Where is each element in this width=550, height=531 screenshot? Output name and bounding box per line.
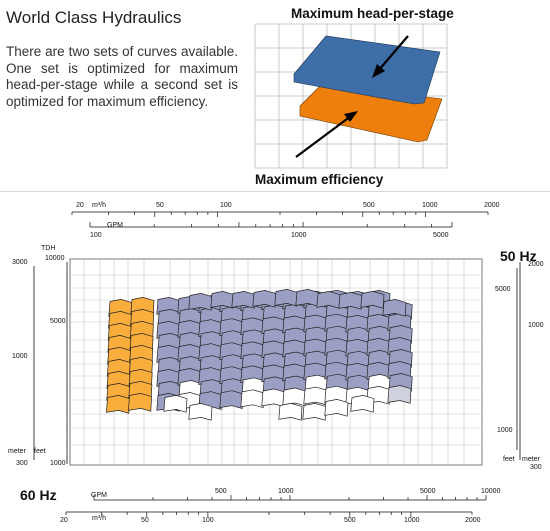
arrow-to-efficiency-plane <box>295 111 358 158</box>
top-gpm-tick: 100 <box>90 232 102 239</box>
left-meter-tick: 1000 <box>12 353 28 360</box>
bottom-gpm-unit: GPM <box>91 492 107 499</box>
head-scales <box>33 262 521 464</box>
bottom-gpm-tick: 10000 <box>481 488 501 495</box>
bottom-m3h-tick: 2000 <box>465 517 481 524</box>
arrow-to-head-plane <box>372 35 409 78</box>
top-m3h-tick: 2000 <box>484 202 500 209</box>
bottom-gpm-tick: 1000 <box>278 488 294 495</box>
pump-curve-tile <box>295 289 320 307</box>
right-meter-tick: 2000 <box>528 261 544 268</box>
section-divider <box>0 191 550 192</box>
pump-curve-tile <box>261 388 286 408</box>
freq-50hz-label: 50 Hz <box>500 248 537 264</box>
bottom-m3h-tick: 500 <box>344 517 356 524</box>
bottom-m3h-tick: 50 <box>141 517 149 524</box>
pump-curve-tile <box>387 385 412 404</box>
left-feet-unit: feet <box>34 448 46 455</box>
pump-curve-tile <box>360 291 385 309</box>
top-gpm-tick: 1000 <box>291 232 307 239</box>
pump-curve-tile <box>382 299 407 317</box>
bottom-m3h-tick: 1000 <box>404 517 420 524</box>
pump-curve-tile <box>282 387 307 407</box>
label-max-head: Maximum head-per-stage <box>291 6 454 21</box>
top-m3h-tick: 500 <box>363 202 375 209</box>
page-title: World Class Hydraulics <box>6 8 182 27</box>
tdh-label: TDH <box>41 245 56 252</box>
left-meter-tick: 3000 <box>12 259 28 266</box>
top-gpm-unit: GPM <box>107 222 123 229</box>
top-m3h-tick: 100 <box>220 202 232 209</box>
left-feet-tick: 10000 <box>45 255 65 262</box>
freq-60hz-label: 60 Hz <box>20 487 57 503</box>
bottom-flow-scales <box>65 495 487 517</box>
pump-curve-tile <box>188 293 213 311</box>
intro-text: There are two sets of curves available. … <box>6 44 238 109</box>
pump-curve-tile <box>316 291 341 309</box>
top-m3h-tick: 20 <box>76 202 84 209</box>
bottom-m3h-unit: m³/h <box>92 515 106 522</box>
pump-curve-tile <box>240 389 265 409</box>
top-m3h-tick: 1000 <box>422 202 438 209</box>
bottom-m3h-tick: 100 <box>202 517 214 524</box>
bottom-gpm-tick: 5000 <box>420 488 436 495</box>
top-flow-scales <box>71 211 489 228</box>
top-m3h-tick: 50 <box>156 202 164 209</box>
bottom-m3h-tick: 20 <box>60 517 68 524</box>
pump-curve-tile <box>350 395 375 413</box>
pump-curve-tile <box>302 403 327 421</box>
pump-curve-tile <box>303 386 328 406</box>
right-feet-unit: feet <box>503 456 515 463</box>
pump-curve-tile <box>163 395 188 413</box>
pump-curve-tile <box>252 290 277 308</box>
pump-curve-tile <box>278 403 303 421</box>
left-feet-tick: 5000 <box>50 318 66 325</box>
right-meter-unit: meter <box>522 456 540 463</box>
pump-curve-tile <box>338 292 363 310</box>
head-plane <box>293 35 441 105</box>
pump-curve-tile <box>106 395 130 414</box>
bottom-gpm-tick: 500 <box>215 488 227 495</box>
pump-curve-tiles <box>106 289 413 421</box>
top-gpm-tick: 5000 <box>433 232 449 239</box>
left-feet-tick: 1000 <box>50 460 66 467</box>
pump-curve-tile <box>188 403 213 421</box>
right-meter-tick: 1000 <box>528 322 544 329</box>
pump-curve-tile <box>324 399 349 417</box>
top-m3h-unit: m³/h <box>92 202 106 209</box>
pump-curve-tile <box>274 289 299 307</box>
pump-curve-tile <box>231 291 256 309</box>
left-meter-unit: meter <box>8 448 26 455</box>
left-meter-tick: 300 <box>16 460 28 467</box>
pump-curve-tile <box>219 390 244 409</box>
right-feet-tick: 1000 <box>497 427 513 434</box>
pump-curve-tile <box>210 291 235 309</box>
label-max-efficiency: Maximum efficiency <box>255 172 384 187</box>
right-meter-tick: 300 <box>530 464 542 471</box>
pump-curve-tile <box>128 393 152 412</box>
right-feet-tick: 5000 <box>495 286 511 293</box>
